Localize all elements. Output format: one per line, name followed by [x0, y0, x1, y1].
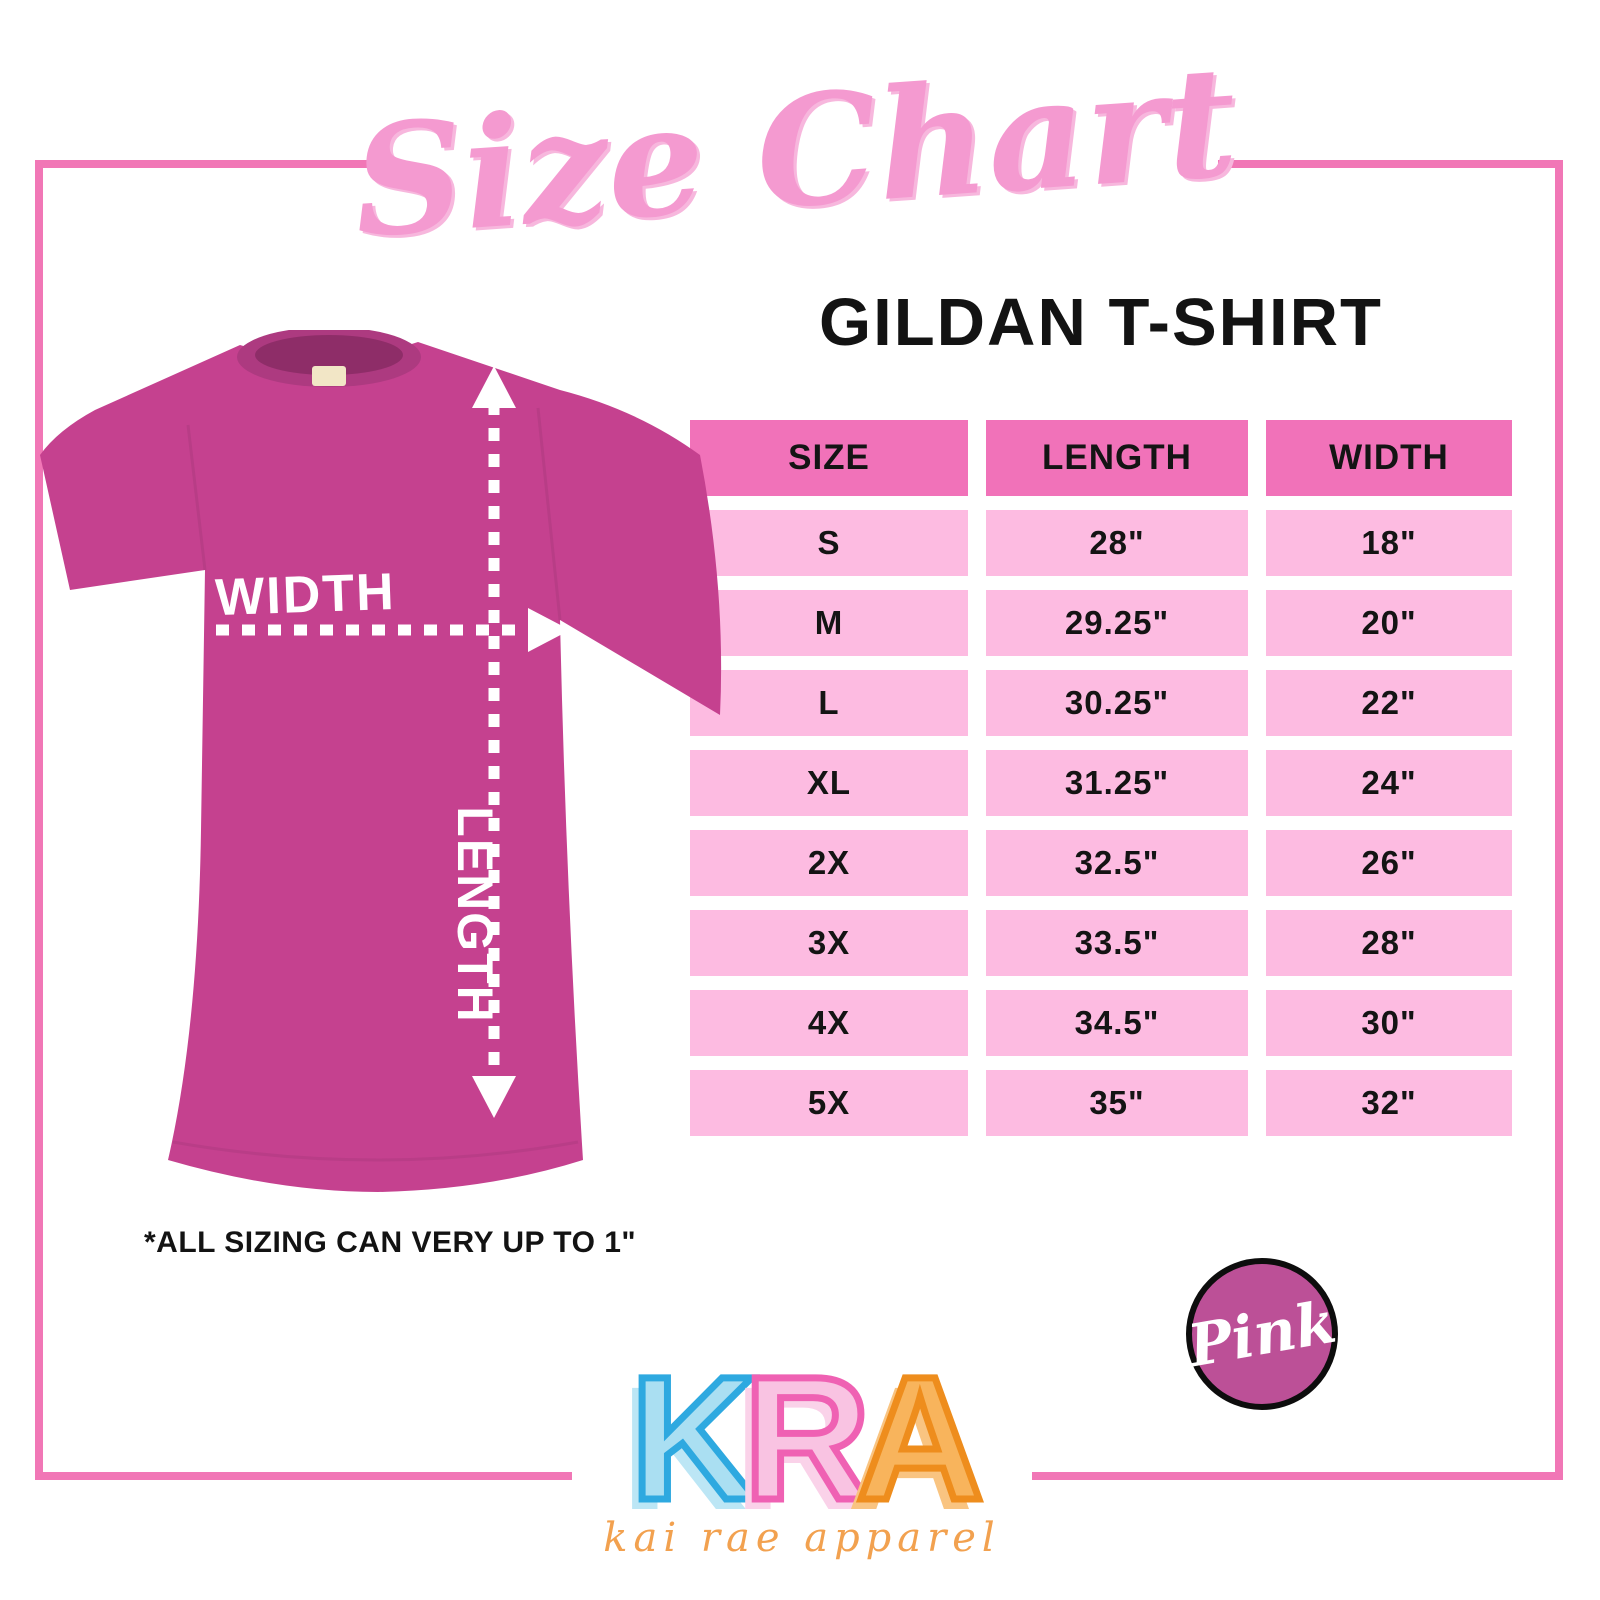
size-table: SIZE LENGTH WIDTH S 28" 18" M 29.25" 20"… [690, 420, 1512, 1136]
width-cell: 30" [1266, 990, 1512, 1056]
length-arrow [472, 366, 516, 1118]
color-badge-label: Pink [1183, 1287, 1341, 1381]
brand-logo-letters: KRA [572, 1341, 1032, 1537]
size-cell: 3X [690, 910, 968, 976]
size-cell: 4X [690, 990, 968, 1056]
width-cell: 32" [1266, 1070, 1512, 1136]
width-cell: 24" [1266, 750, 1512, 816]
width-cell: 20" [1266, 590, 1512, 656]
column-header-length: LENGTH [986, 420, 1248, 496]
length-cell: 34.5" [986, 990, 1248, 1056]
logo-letter-k: K [627, 1341, 761, 1537]
length-cell: 33.5" [986, 910, 1248, 976]
column-header-size: SIZE [690, 420, 968, 496]
brand-tagline: kai rae apparel [603, 1515, 1001, 1562]
column-header-width: WIDTH [1266, 420, 1512, 496]
size-cell: XL [690, 750, 968, 816]
logo-letter-a: A [853, 1341, 987, 1537]
length-cell: 31.25" [986, 750, 1248, 816]
size-cell: 2X [690, 830, 968, 896]
collar-label-tag [312, 366, 346, 386]
hem-stitch [172, 1140, 579, 1162]
width-cell: 18" [1266, 510, 1512, 576]
size-cell: L [690, 670, 968, 736]
width-label: WIDTH [214, 563, 396, 627]
logo-letter-r: R [740, 1341, 874, 1537]
length-cell: 32.5" [986, 830, 1248, 896]
tshirt-graphic: WIDTH LENGTH [40, 330, 722, 1192]
brand-logo: KRA kai rae apparel [572, 1341, 1032, 1596]
length-cell: 35" [986, 1070, 1248, 1136]
length-cell: 28" [986, 510, 1248, 576]
sizing-note: *ALL SIZING CAN VERY UP TO 1" [144, 1226, 637, 1259]
width-cell: 26" [1266, 830, 1512, 896]
product-subtitle: GILDAN T-SHIRT [819, 285, 1383, 360]
size-cell: 5X [690, 1070, 968, 1136]
size-cell: M [690, 590, 968, 656]
title-container: Size Chart [348, 8, 1242, 294]
tshirt-body [40, 342, 722, 1192]
width-cell: 28" [1266, 910, 1512, 976]
length-cell: 29.25" [986, 590, 1248, 656]
length-cell: 30.25" [986, 670, 1248, 736]
page-title: Size Chart [347, 30, 1243, 272]
collar-inner [255, 335, 403, 375]
sleeve-seam-right [536, 407, 562, 621]
width-arrow [156, 608, 570, 652]
width-cell: 22" [1266, 670, 1512, 736]
size-cell: S [690, 510, 968, 576]
color-badge: Pink [1183, 1258, 1341, 1410]
sleeve-seam-left [186, 424, 207, 571]
length-label: LENGTH [447, 806, 503, 1024]
